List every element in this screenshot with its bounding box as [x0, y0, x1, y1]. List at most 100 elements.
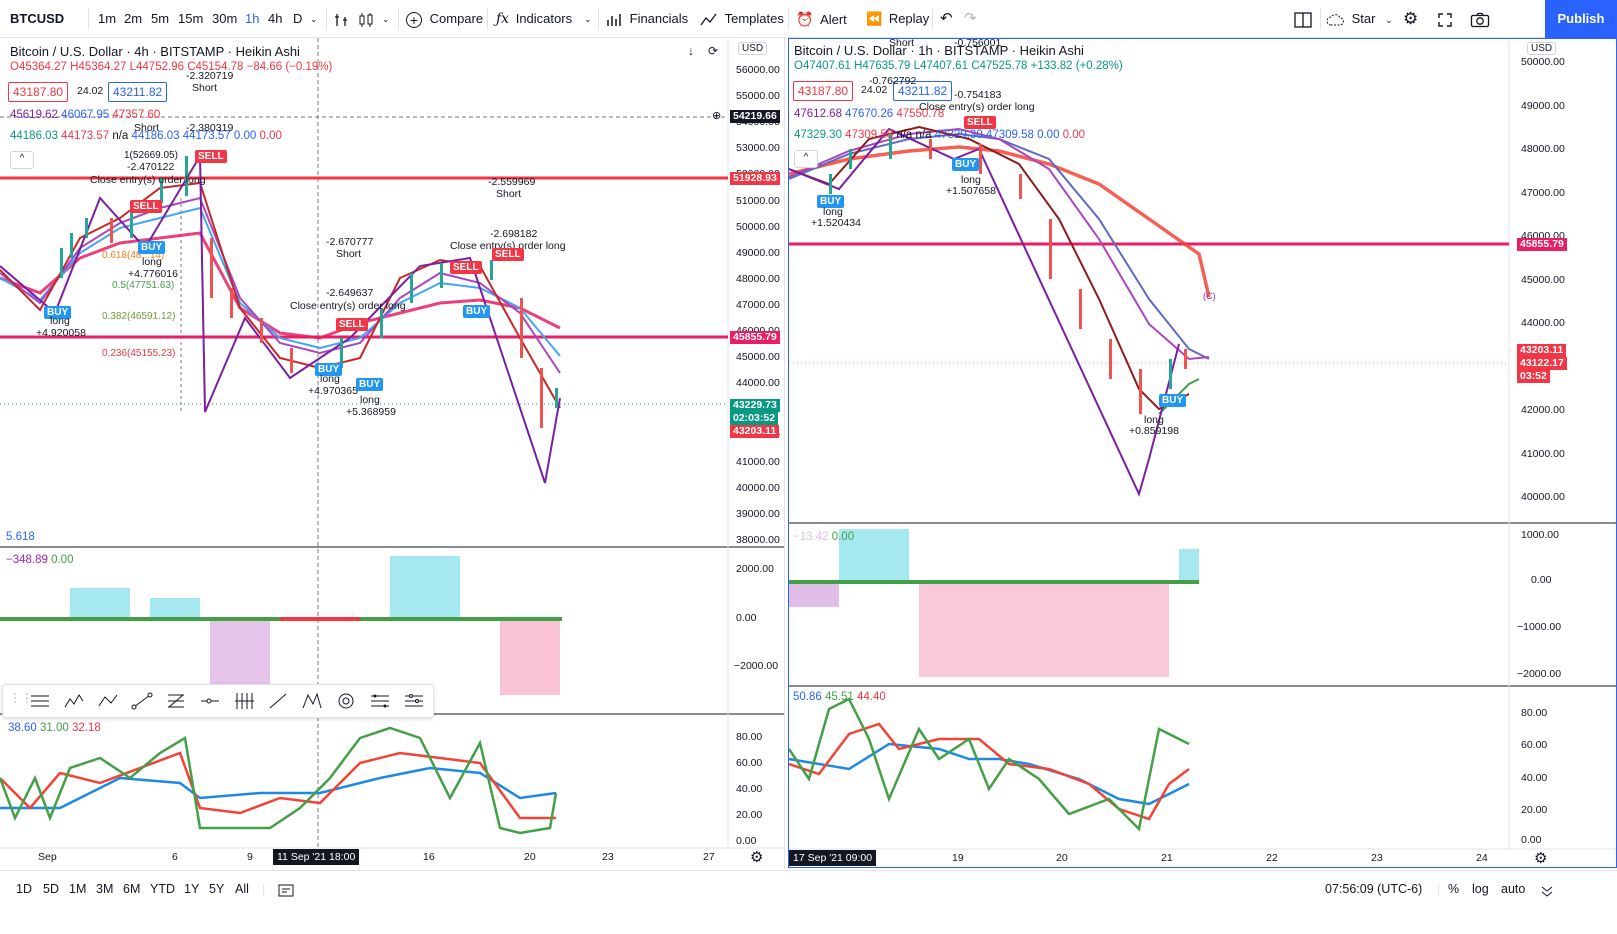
- currency-select[interactable]: USD: [1527, 42, 1557, 55]
- redo-icon[interactable]: ↷: [964, 10, 977, 27]
- price-axis-label: 50000.00: [1521, 56, 1565, 68]
- undo-icon[interactable]: ↶: [940, 10, 953, 27]
- time-axis-label: 24: [1476, 852, 1488, 864]
- sell-price-box[interactable]: 43187.80: [793, 81, 854, 101]
- symbol-search[interactable]: BTCUSD: [10, 11, 65, 26]
- chevron-down-icon[interactable]: ⌄: [382, 14, 390, 24]
- range-all[interactable]: All: [235, 882, 249, 896]
- sync-icon[interactable]: ⟳: [708, 44, 719, 58]
- abc-pattern-icon[interactable]: [97, 691, 119, 711]
- interval-1h[interactable]: 1h: [245, 11, 260, 26]
- low-value: L47407.61: [913, 60, 968, 72]
- settings-lines-icon[interactable]: [403, 691, 425, 711]
- log-toggle[interactable]: log: [1472, 882, 1489, 896]
- range-1m[interactable]: 1M: [69, 882, 87, 896]
- clock-display[interactable]: 07:56:09 (UTC-6): [1325, 882, 1423, 896]
- percent-toggle[interactable]: %: [1448, 882, 1460, 896]
- buy-price-box[interactable]: 43211.82: [893, 81, 953, 101]
- collapse-legend-button[interactable]: ^: [10, 151, 34, 169]
- interval-30m[interactable]: 30m: [212, 11, 238, 26]
- collapse-icon[interactable]: [1540, 871, 1554, 907]
- range-1d[interactable]: 1D: [16, 882, 32, 896]
- date-range-icon[interactable]: [278, 871, 294, 907]
- bar-style-icon[interactable]: [333, 0, 349, 38]
- range-3m[interactable]: 3M: [96, 882, 114, 896]
- vertical-lines-icon[interactable]: [233, 691, 255, 711]
- gear-icon[interactable]: ⚙: [1534, 850, 1548, 867]
- right-chart-pane[interactable]: Bitcoin / U.S. Dollar · 1h · BITSTAMP · …: [788, 38, 1617, 868]
- trade-annotation: long: [961, 174, 981, 186]
- high-value: H45364.27: [70, 61, 127, 73]
- alert-button[interactable]: ⏰ Alert: [796, 0, 847, 38]
- interval-15m[interactable]: 15m: [178, 11, 204, 26]
- interval-2m[interactable]: 2m: [124, 11, 143, 26]
- buy-signal: BUY: [356, 378, 384, 391]
- layout-icon[interactable]: [1294, 0, 1312, 38]
- arrow-down-icon[interactable]: ↓: [688, 44, 694, 58]
- currency-select[interactable]: USD: [738, 42, 768, 55]
- level-price-tag: 45855.79: [1517, 238, 1567, 251]
- crosshair-time-tag: 17 Sep '21 09:00: [789, 850, 877, 866]
- candles-icon[interactable]: [357, 0, 375, 38]
- horizontal-ray-icon[interactable]: [199, 691, 221, 711]
- templates-button[interactable]: Templates: [700, 0, 784, 38]
- range-ytd[interactable]: YTD: [150, 882, 175, 896]
- toolbar-divider: [598, 8, 599, 30]
- chart-title[interactable]: Bitcoin / U.S. Dollar · 4h · BITSTAMP · …: [10, 44, 300, 59]
- pattern-icon[interactable]: [301, 691, 323, 711]
- range-1y[interactable]: 1Y: [184, 882, 200, 896]
- trend-line-icon[interactable]: [131, 691, 153, 711]
- trade-annotation: +0.859198: [1129, 425, 1179, 437]
- time-axis-label: 20: [524, 851, 536, 863]
- right-chart-canvas[interactable]: [789, 39, 1616, 867]
- sell-signal: SELL: [130, 200, 162, 213]
- sell-signal: SELL: [450, 261, 482, 274]
- fullscreen-icon[interactable]: [1437, 0, 1453, 38]
- compare-button[interactable]: + Compare: [406, 0, 483, 38]
- ma-value: 47309.58: [845, 129, 894, 141]
- time-axis-label: 9: [247, 851, 253, 863]
- elliott-wave-icon[interactable]: [63, 691, 85, 711]
- chevron-down-icon[interactable]: ⌄: [584, 14, 592, 24]
- replay-button[interactable]: ⏪ Replay: [866, 0, 929, 38]
- add-alert-icon[interactable]: ⊕: [712, 110, 722, 122]
- trade-annotation: Close entry(s) order long: [290, 300, 406, 312]
- interval-1m[interactable]: 1m: [98, 11, 117, 26]
- collapse-legend-button[interactable]: ^: [794, 150, 818, 168]
- trade-annotation: Short: [336, 248, 362, 260]
- rsi-value: 38.60: [8, 722, 37, 734]
- spiral-icon[interactable]: [335, 691, 357, 711]
- drag-handle-icon[interactable]: ⋮⋮: [9, 691, 33, 705]
- fib-retracement-icon[interactable]: [165, 691, 187, 711]
- price-axis-label: 39000.00: [736, 507, 780, 520]
- interval-4h[interactable]: 4h: [268, 11, 283, 26]
- chart-title[interactable]: Bitcoin / U.S. Dollar · 1h · BITSTAMP · …: [794, 43, 1084, 58]
- gear-icon[interactable]: ⚙: [1403, 9, 1419, 28]
- time-axis-label: 16: [423, 851, 435, 863]
- auto-toggle[interactable]: auto: [1501, 882, 1526, 896]
- position-icon[interactable]: [369, 691, 391, 711]
- star-button[interactable]: Star ⌄: [1326, 0, 1393, 38]
- publish-button[interactable]: Publish: [1545, 0, 1617, 38]
- range-5y[interactable]: 5Y: [209, 882, 225, 896]
- buy-signal: BUY: [1159, 394, 1187, 407]
- divider: |: [262, 882, 266, 896]
- line-tool-icon[interactable]: [267, 691, 289, 711]
- indicators-button[interactable]: ƒx Indicators: [496, 0, 572, 38]
- range-5d[interactable]: 5D: [43, 882, 59, 896]
- range-6m[interactable]: 6M: [123, 882, 141, 896]
- gear-icon[interactable]: ⚙: [750, 849, 764, 866]
- chevron-down-icon[interactable]: ⌄: [310, 14, 318, 24]
- sell-price-box[interactable]: 43187.80: [8, 82, 69, 102]
- buy-price-box[interactable]: 43211.82: [108, 82, 168, 102]
- price-axis-label: 38000.00: [736, 533, 780, 546]
- countdown-tag: 03:52: [1517, 370, 1550, 383]
- rsi-value: 45.51: [824, 691, 854, 703]
- camera-icon[interactable]: [1470, 0, 1490, 38]
- interval-d[interactable]: D: [293, 11, 303, 26]
- left-chart-pane[interactable]: Bitcoin / U.S. Dollar · 4h · BITSTAMP · …: [0, 38, 785, 868]
- left-chart-canvas[interactable]: [0, 38, 784, 868]
- interval-5m[interactable]: 5m: [151, 11, 170, 26]
- financials-button[interactable]: Financials: [606, 0, 688, 38]
- horizontal-lines-icon[interactable]: [29, 691, 51, 711]
